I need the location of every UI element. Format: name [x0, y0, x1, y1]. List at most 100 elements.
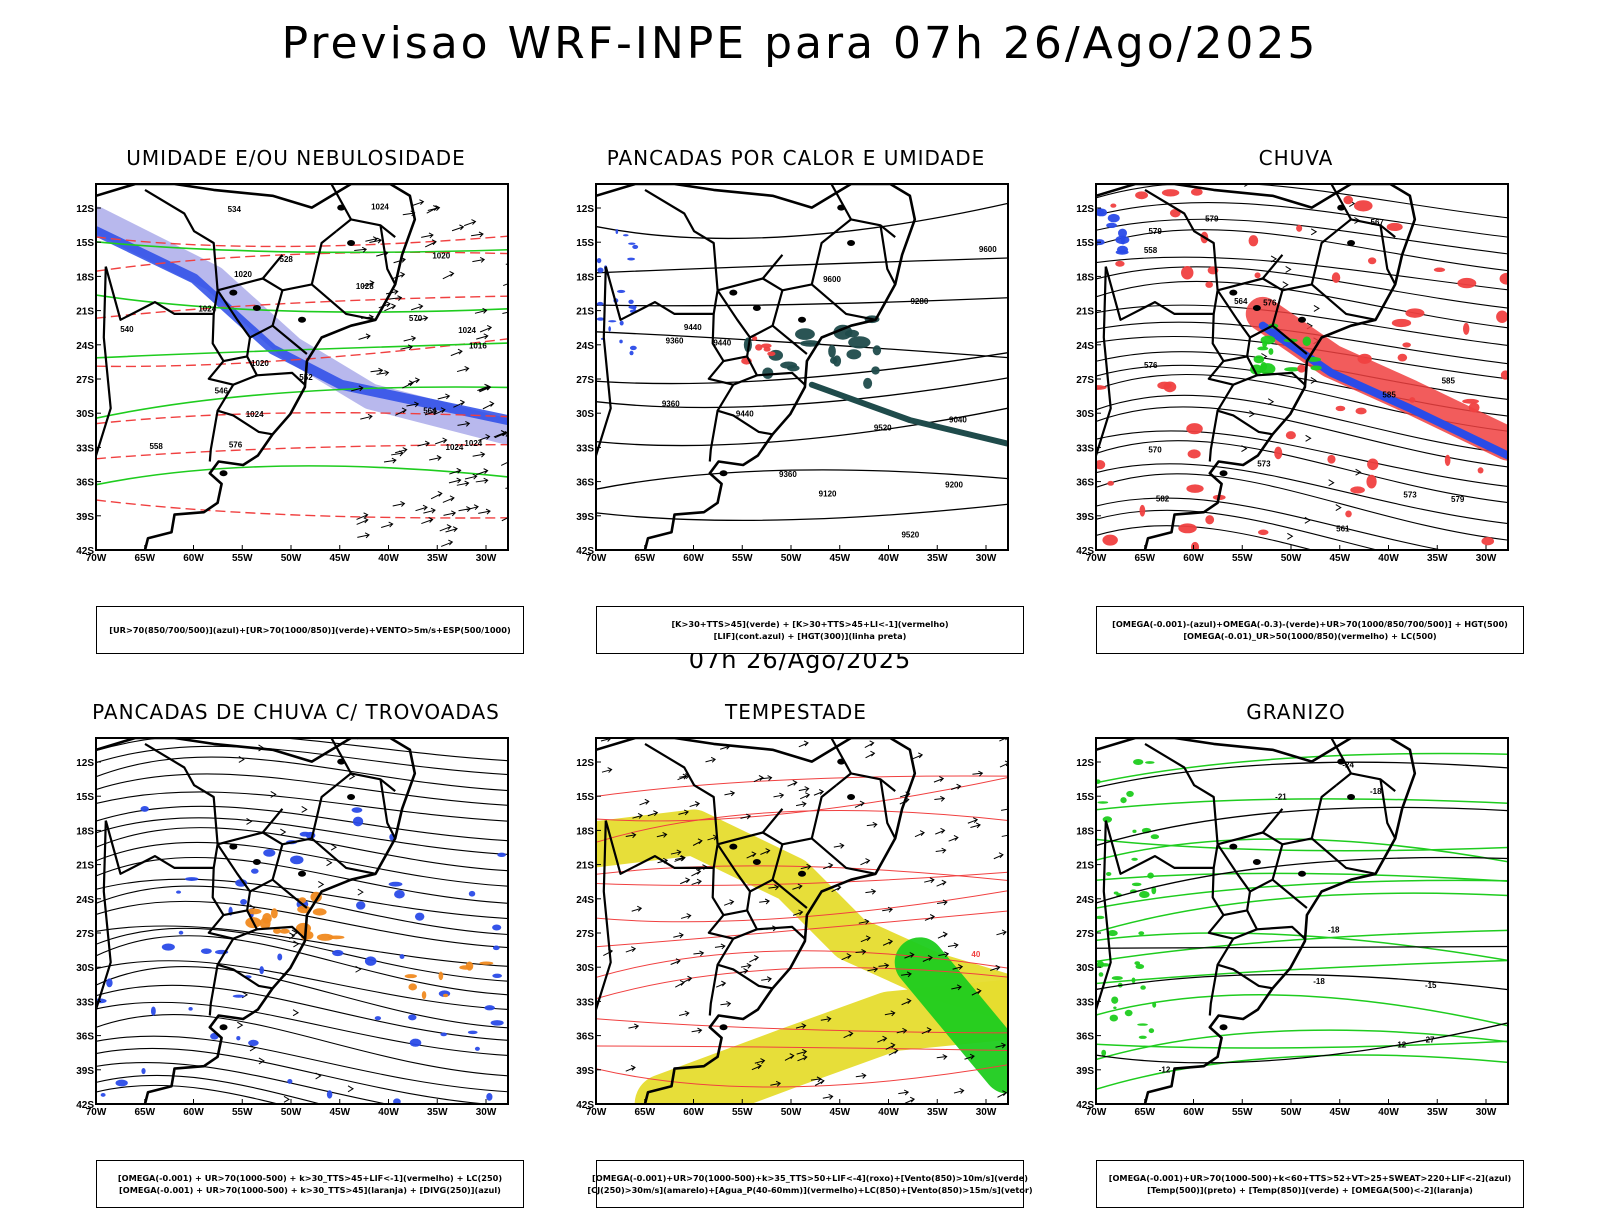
lake-mark: [729, 843, 738, 850]
wind-vector: [997, 1090, 1008, 1098]
wind-vector: [476, 468, 489, 476]
border-line: [217, 831, 264, 846]
lon-label: 30W: [476, 553, 497, 564]
contour-label: 9440: [736, 410, 754, 419]
wind-vector: [429, 455, 442, 461]
lake-mark: [252, 858, 261, 865]
border-line: [1096, 266, 1112, 456]
lon-label: 70W: [86, 553, 107, 564]
shade-cell: [828, 344, 836, 358]
thickness-contours: [96, 235, 508, 519]
shade-cell: [1138, 891, 1150, 898]
contour-label: 1020: [251, 359, 269, 368]
map-geography: [596, 738, 917, 1104]
shade-cell: [486, 1093, 493, 1101]
lat-label: 21S: [1076, 307, 1094, 318]
lat-label: 39S: [1076, 1066, 1094, 1077]
wind-vector: [358, 333, 371, 341]
shade-cell: [141, 1067, 146, 1075]
contour-line: [596, 865, 1008, 881]
legend-box: [OMEGA(-0.001) + UR>70(1000-500) + k>30_…: [96, 1160, 524, 1208]
shade-cell: [399, 954, 405, 959]
lat-label: 27S: [1076, 375, 1094, 386]
contour-line: [96, 411, 508, 425]
flow-arrow: [1304, 516, 1311, 524]
wind-vector: [445, 526, 458, 533]
wind-vector: [360, 413, 373, 420]
shade-cell: [232, 994, 245, 998]
pwat-contours: [596, 775, 1008, 1088]
streamline: [1096, 184, 1508, 219]
streamline: [96, 935, 508, 996]
contour-label: 582: [1156, 495, 1170, 504]
wind-vector: [435, 437, 448, 445]
border-line: [335, 218, 396, 238]
shade-cell: [632, 244, 639, 249]
flow-arrow: [330, 843, 338, 851]
shade-cell: [1138, 1035, 1147, 1039]
wind-850-area: [894, 937, 1008, 1094]
wind-vector: [888, 1048, 899, 1056]
wind-vector: [443, 510, 457, 517]
shade-cell: [1161, 189, 1180, 197]
shade-cell: [351, 807, 363, 813]
shade-cell: [1131, 882, 1142, 887]
shade-cell: [1343, 195, 1354, 205]
shade-cell: [1148, 1028, 1155, 1034]
border-line: [835, 218, 896, 238]
wind-vector: [647, 810, 659, 817]
lat-label: 36S: [1076, 1032, 1094, 1043]
wind-vector: [936, 1054, 948, 1060]
lon-label: 70W: [586, 1107, 607, 1118]
wind-vector: [471, 231, 484, 238]
lake-mark: [798, 316, 806, 323]
wind-vector: [403, 335, 417, 342]
contour-label: 576: [229, 440, 243, 449]
contour-line: [1096, 994, 1508, 1027]
contour-line: [596, 202, 1008, 240]
wind-vector: [773, 792, 785, 799]
wind-vector: [924, 914, 935, 921]
shade-cell: [1402, 342, 1411, 348]
shade-cell: [1302, 336, 1311, 347]
lat-label: 27S: [576, 929, 594, 940]
shade-cell: [1274, 446, 1283, 460]
wind-vector: [937, 931, 948, 939]
shade-cell: [408, 983, 418, 991]
legend-line: [K>30+TTS>45](verde) + [K>30+TTS>45+LI<-…: [671, 619, 949, 629]
map-geography: [1096, 738, 1417, 1104]
lat-label: 36S: [576, 478, 594, 489]
lon-label: 65W: [1134, 553, 1155, 564]
wind-vector: [761, 775, 773, 781]
shade-cell: [1355, 407, 1367, 415]
lake-mark: [1347, 794, 1356, 801]
shade-cell: [364, 956, 377, 966]
contour-line: [1096, 1029, 1508, 1061]
streamline: [96, 965, 508, 1029]
border-line: [708, 410, 719, 462]
contour-line: [96, 240, 508, 254]
contour-label: -12: [1395, 1041, 1407, 1050]
hgt300-contours: [596, 202, 1008, 522]
wind-vector: [935, 847, 947, 854]
lon-label: 65W: [134, 1107, 155, 1118]
legend-line: [OMEGA(-0.001)+UR>70(1000-500)+k<60+TTS>…: [1108, 1173, 1512, 1183]
contour-label: 540: [120, 325, 134, 334]
wind-vector: [493, 430, 506, 438]
wind-vector: [502, 311, 508, 314]
lon-label: 40W: [878, 553, 899, 564]
shade-cell: [752, 336, 758, 341]
flow-arrow: [1249, 410, 1256, 418]
map-frame: [595, 737, 1009, 1105]
map-layer: 9600952094409360944093609280920091209040…: [596, 184, 1008, 550]
shade-cell: [1126, 790, 1134, 798]
panel-title: UMIDADE E/OU NEBULOSIDADE: [126, 146, 466, 170]
wind-vector: [439, 524, 452, 532]
wind-vector: [882, 938, 894, 946]
wind-vector: [691, 868, 702, 877]
wind-vector: [787, 779, 798, 787]
streamline: [1096, 463, 1508, 525]
contour-label: 9120: [819, 490, 837, 499]
contour-label: 9360: [666, 337, 684, 346]
shade-cell: [161, 943, 175, 951]
